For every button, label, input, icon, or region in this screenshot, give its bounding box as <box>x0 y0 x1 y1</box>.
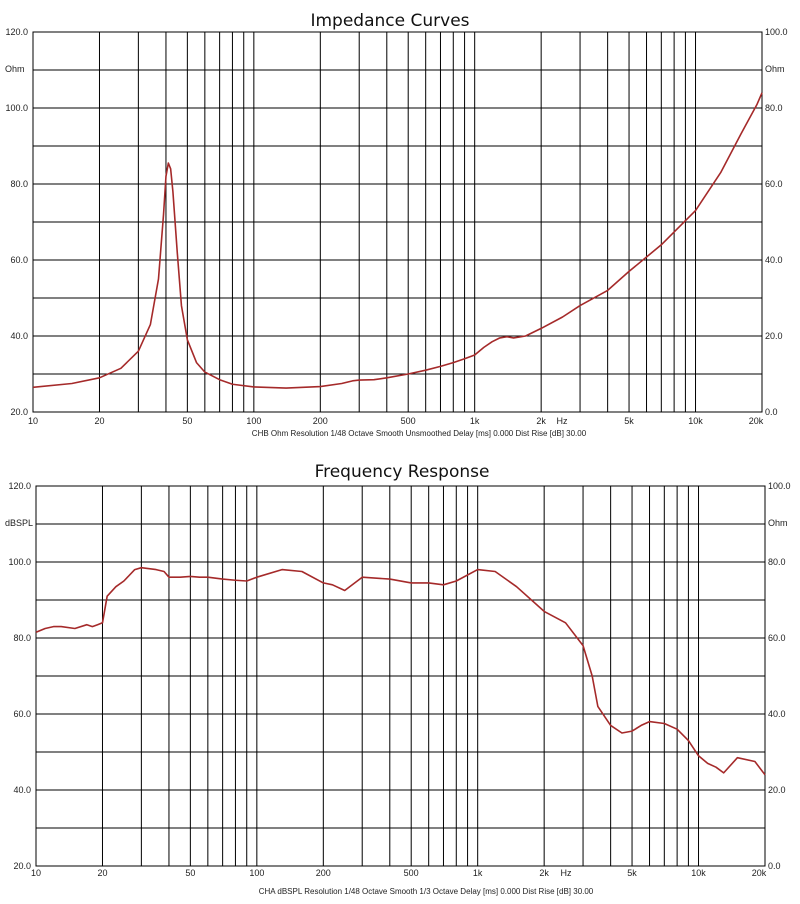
y2-tick-label: 80.0 <box>765 103 783 113</box>
x-tick-label: 10k <box>691 868 706 878</box>
x-tick-label: 10 <box>31 868 41 878</box>
frequency-response-grid <box>35 485 766 867</box>
y-tick-label: 100.0 <box>5 103 28 113</box>
y2-tick-label: 80.0 <box>768 557 786 567</box>
y-tick-label: 80.0 <box>10 179 28 189</box>
x-tick-label: 10 <box>28 416 38 426</box>
y-tick-label: 60.0 <box>10 255 28 265</box>
frequency-response-series <box>35 566 766 776</box>
frequency-response-ticks: 20.0 40.0 60.0 80.0 100.0 120.0 0.0 20.0 40.0 60.… <box>8 481 790 878</box>
frequency-response-y-label: dBSPL <box>5 518 33 528</box>
x-tick-label: 2k <box>536 416 546 426</box>
x-tick-label: 2k <box>539 868 549 878</box>
y-tick-label: 40.0 <box>10 331 28 341</box>
y-tick-label: 20.0 <box>10 407 28 417</box>
x-tick-label: 1k <box>473 868 483 878</box>
frequency-response-y2-label: Ohm <box>768 518 788 528</box>
y2-tick-label: 20.0 <box>765 331 783 341</box>
x-tick-label: 5k <box>627 868 637 878</box>
impedance-y2-label: Ohm <box>765 64 785 74</box>
impedance-grid <box>32 31 763 413</box>
y-tick-label: 20.0 <box>13 861 31 871</box>
x-unit-label: Hz <box>557 416 568 426</box>
y2-tick-label: 0.0 <box>765 407 778 417</box>
x-tick-label: 1k <box>470 416 480 426</box>
x-tick-label: 500 <box>401 416 416 426</box>
x-tick-label: 500 <box>404 868 419 878</box>
y2-tick-label: 40.0 <box>765 255 783 265</box>
x-tick-label: 20 <box>97 868 107 878</box>
x-tick-label: 20k <box>752 868 767 878</box>
impedance-series <box>32 92 763 389</box>
impedance-y-label: Ohm <box>5 64 25 74</box>
y2-tick-label: 20.0 <box>768 785 786 795</box>
y-tick-label: 40.0 <box>13 785 31 795</box>
y2-tick-label: 0.0 <box>768 861 781 871</box>
y-tick-label: 100.0 <box>8 557 31 567</box>
x-tick-label: 100 <box>246 416 261 426</box>
x-tick-label: 50 <box>182 416 192 426</box>
x-tick-label: 100 <box>249 868 264 878</box>
y2-tick-label: 60.0 <box>765 179 783 189</box>
plot-frame <box>32 31 763 413</box>
x-unit-label: Hz <box>561 868 572 878</box>
x-tick-label: 20k <box>749 416 764 426</box>
y-tick-label: 120.0 <box>5 27 28 37</box>
y2-tick-label: 60.0 <box>768 633 786 643</box>
y2-tick-label: 100.0 <box>765 27 788 37</box>
frequency-response-title: Frequency Response <box>315 462 490 482</box>
series-line <box>35 566 766 776</box>
series-line <box>32 92 763 389</box>
y2-tick-label: 40.0 <box>768 709 786 719</box>
impedance-caption: CHB Ohm Resolution 1/48 Octave Smooth Un… <box>252 429 587 438</box>
y-tick-label: 60.0 <box>13 709 31 719</box>
plot-frame <box>35 485 766 867</box>
y2-tick-label: 100.0 <box>768 481 791 491</box>
y-tick-label: 120.0 <box>8 481 31 491</box>
frequency-response-caption: CHA dBSPL Resolution 1/48 Octave Smooth … <box>259 887 594 896</box>
x-tick-label: 200 <box>316 868 331 878</box>
x-tick-label: 20 <box>94 416 104 426</box>
x-tick-label: 5k <box>624 416 634 426</box>
x-tick-label: 200 <box>313 416 328 426</box>
y-tick-label: 80.0 <box>13 633 31 643</box>
impedance-ticks: 20.0 40.0 60.0 80.0 100.0 120.0 0.0 20.0 40.0 60.… <box>5 27 787 426</box>
x-tick-label: 10k <box>688 416 703 426</box>
frequency-response-chart: Frequency Response 20.040.060.080.0100.0… <box>5 462 791 896</box>
impedance-chart: Impedance Curves 20.040.060.080.0100.012… <box>5 11 788 438</box>
x-tick-label: 50 <box>185 868 195 878</box>
impedance-chart-title: Impedance Curves <box>310 11 469 31</box>
